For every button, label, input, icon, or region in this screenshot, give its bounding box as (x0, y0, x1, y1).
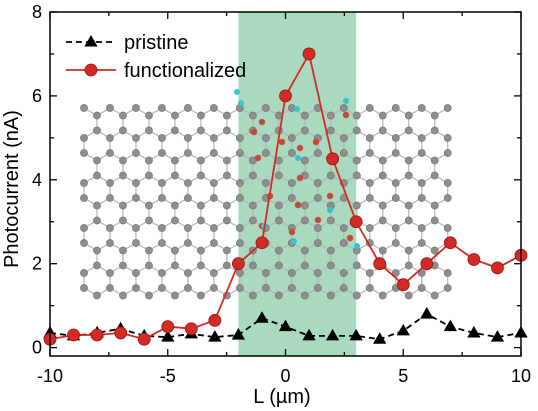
data-point-pristine (302, 328, 316, 341)
data-point-functionalized (396, 278, 410, 292)
data-point-functionalized (373, 257, 387, 271)
data-point-functionalized (326, 152, 340, 166)
data-point-functionalized (279, 89, 292, 103)
data-point-functionalized (67, 328, 80, 342)
x-tick-label: 5 (398, 366, 408, 386)
data-point-functionalized (349, 215, 363, 229)
data-point-functionalized (208, 313, 222, 327)
legend-label: pristine (124, 32, 188, 54)
data-point-pristine (208, 330, 222, 342)
y-tick-label: 6 (32, 86, 42, 106)
data-point-pristine (373, 332, 387, 344)
data-point-functionalized (114, 326, 128, 340)
data-point-pristine (278, 319, 293, 332)
data-point-pristine (255, 311, 269, 323)
data-point-functionalized (90, 328, 104, 342)
data-point-functionalized (161, 320, 175, 334)
y-tick-label: 0 (32, 338, 42, 358)
data-point-pristine (420, 307, 434, 319)
data-point-pristine (467, 325, 481, 338)
data-point-pristine (231, 328, 246, 340)
data-point-functionalized (184, 322, 198, 336)
data-point-pristine (161, 330, 175, 342)
data-point-functionalized (231, 257, 245, 271)
highlight-region (238, 12, 357, 356)
highlight-region-layer (238, 12, 357, 356)
series-layer (43, 47, 528, 346)
series-functionalized (43, 47, 528, 346)
graphene-lattice (80, 89, 452, 300)
legend: pristine functionalized (66, 32, 246, 82)
data-point-functionalized (420, 257, 434, 271)
legend-entry-functionalized: functionalized (66, 60, 246, 82)
x-tick-label: -5 (160, 366, 176, 386)
x-tick-label: 10 (511, 366, 531, 386)
y-tick-label: 8 (32, 2, 42, 22)
data-point-pristine (490, 330, 505, 342)
data-point-pristine (325, 328, 340, 341)
data-point-functionalized (443, 236, 457, 250)
x-axis-label: L (µm) (253, 386, 310, 408)
legend-marker (84, 63, 98, 77)
data-point-pristine (396, 323, 410, 336)
x-tick-label: 0 (280, 366, 290, 386)
lattice-atoms (80, 104, 452, 300)
data-point-pristine (443, 319, 457, 332)
legend-label: functionalized (124, 60, 246, 82)
data-point-functionalized (302, 47, 316, 61)
legend-marker (84, 35, 98, 47)
x-tick-label: -10 (37, 366, 63, 386)
axes-layer: -10 -5 0 5 10 0 2 4 6 8 (32, 2, 531, 386)
data-point-functionalized (137, 332, 151, 346)
graphene-structure-illustration (80, 89, 452, 300)
data-point-pristine (349, 328, 363, 341)
data-point-functionalized (467, 253, 481, 266)
y-tick-label: 2 (32, 254, 42, 274)
legend-entry-pristine: pristine (66, 32, 188, 54)
y-axis-label: Photocurrent (nA) (1, 110, 23, 268)
y-tick-label: 4 (32, 170, 42, 190)
data-point-functionalized (491, 261, 504, 275)
data-point-functionalized (255, 236, 269, 250)
series-pristine (43, 307, 528, 344)
